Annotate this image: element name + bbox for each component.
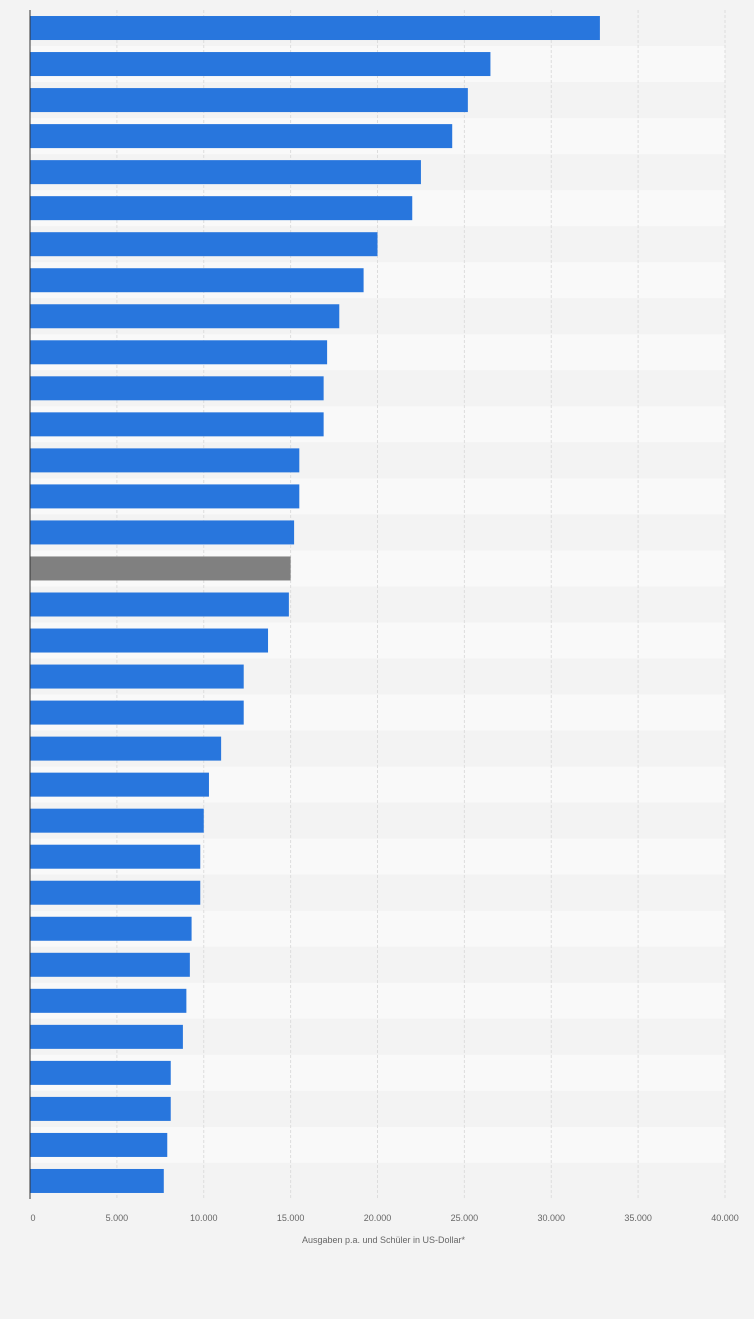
- bar: [30, 772, 209, 797]
- x-tick-label: 0: [30, 1213, 35, 1223]
- x-tick-label: 20.000: [364, 1213, 392, 1223]
- bar: [30, 376, 324, 401]
- x-tick-labels: 0 5.000 10.000 15.000 20.000 25.000 30.000 35.0…: [30, 1213, 738, 1223]
- bar: [30, 844, 201, 869]
- bar: [30, 1096, 171, 1121]
- bar: [30, 124, 453, 149]
- bar: [30, 340, 328, 365]
- bar: [30, 736, 222, 761]
- bar: [30, 268, 364, 293]
- bar: [30, 412, 324, 437]
- bar: [30, 988, 187, 1013]
- bar: [30, 160, 421, 185]
- bar: [30, 952, 190, 977]
- bar: [30, 664, 244, 689]
- x-axis-title: Ausgaben p.a. und Schüler in US-Dollar*: [302, 1235, 466, 1245]
- bar: [30, 1168, 164, 1193]
- bar: [30, 916, 192, 941]
- bar: [30, 16, 600, 41]
- x-tick-label: 30.000: [537, 1213, 565, 1223]
- bar: [30, 628, 269, 653]
- bar: [30, 592, 289, 617]
- bar: [30, 52, 491, 77]
- bar: [30, 448, 300, 473]
- x-tick-label: 10.000: [190, 1213, 218, 1223]
- bar: [30, 304, 340, 329]
- bar: [30, 232, 378, 257]
- x-tick-label: 5.000: [106, 1213, 129, 1223]
- x-tick-label: 35.000: [624, 1213, 652, 1223]
- bar: [30, 1024, 183, 1049]
- bar: [30, 808, 204, 833]
- bar: [30, 196, 413, 221]
- bar: [30, 520, 295, 545]
- bar: [30, 484, 300, 509]
- bar: [30, 88, 468, 113]
- bar: [30, 1060, 171, 1085]
- x-tick-label: 25.000: [451, 1213, 479, 1223]
- bar: [30, 880, 201, 905]
- bars: [30, 16, 600, 1193]
- bar: [30, 700, 244, 725]
- bar: [30, 1132, 168, 1157]
- x-tick-label: 40.000: [711, 1213, 739, 1223]
- bar: [30, 556, 291, 581]
- x-tick-label: 15.000: [277, 1213, 305, 1223]
